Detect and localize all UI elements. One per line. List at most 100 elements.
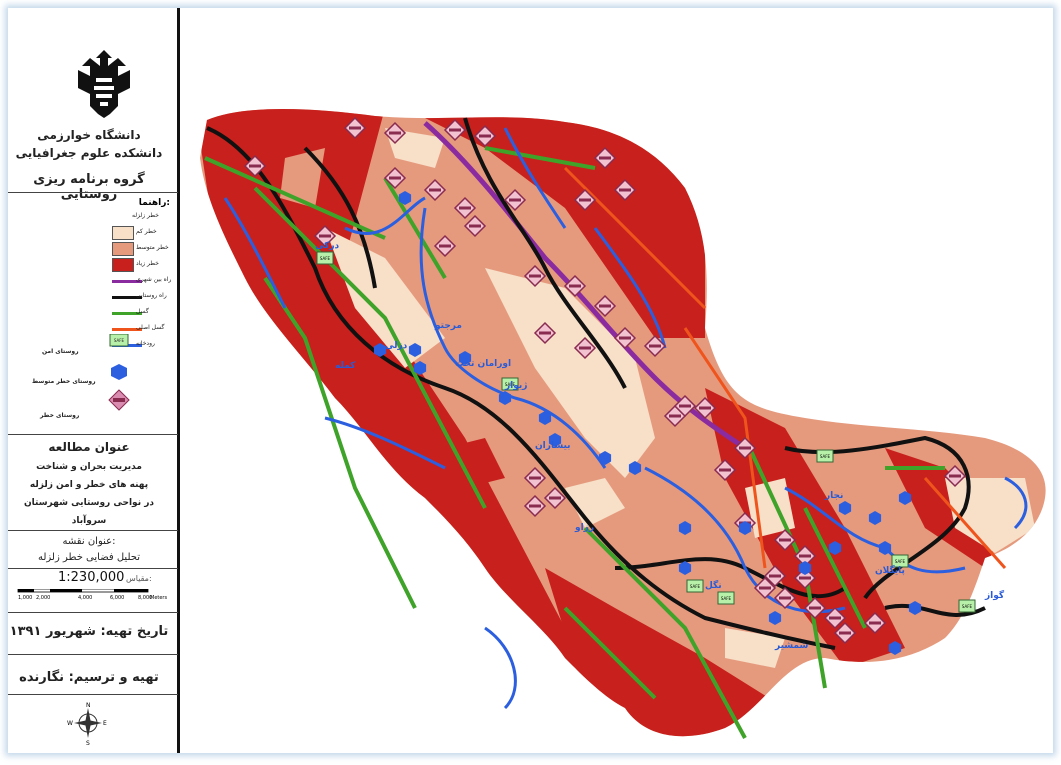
map-title-value: تحلیل فضایی خطر زلزله <box>38 552 140 563</box>
medium-village-marker[interactable] <box>908 601 922 615</box>
legend-label: خطر زلزله <box>132 212 159 219</box>
divider <box>8 530 178 531</box>
svg-text:SAFE: SAFE <box>962 604 973 609</box>
legend-line-swatch <box>112 328 142 331</box>
safe-village-marker[interactable]: SAFE <box>816 449 834 463</box>
place-label: گواز <box>984 589 1005 601</box>
place-label: بیساران <box>535 441 571 451</box>
svg-text:N: N <box>86 702 91 709</box>
danger-village-marker[interactable] <box>593 146 617 170</box>
danger-village-marker[interactable] <box>573 188 597 212</box>
place-label: نجار <box>824 491 843 501</box>
medium-village-marker[interactable] <box>838 501 852 515</box>
danger-village-marker[interactable] <box>523 466 547 490</box>
medium-village-marker[interactable] <box>398 191 412 205</box>
danger-village-marker[interactable] <box>503 188 527 212</box>
medium-village-marker[interactable] <box>768 611 782 625</box>
danger-village-marker[interactable] <box>563 274 587 298</box>
danger-village-marker[interactable] <box>793 566 817 590</box>
danger-village-marker[interactable] <box>343 116 367 140</box>
faculty-name: دانشکده علوم جغرافیایی <box>15 146 163 160</box>
danger-village-marker[interactable] <box>433 234 457 258</box>
legend-medium-label: روستای خطر متوسط <box>32 378 96 385</box>
medium-village-marker[interactable] <box>413 361 427 375</box>
danger-village-marker[interactable] <box>533 321 557 345</box>
medium-village-marker[interactable] <box>828 541 842 555</box>
legend-item: راه روستایی <box>8 290 173 304</box>
danger-village-marker[interactable] <box>693 396 717 420</box>
danger-village-marker[interactable] <box>243 154 267 178</box>
danger-village-marker[interactable] <box>733 436 757 460</box>
danger-village-marker[interactable] <box>383 121 407 145</box>
safe-village-marker[interactable]: SAFE <box>891 554 909 568</box>
danger-village-marker[interactable] <box>943 464 967 488</box>
danger-village-marker[interactable] <box>593 294 617 318</box>
scale-bar: 1,000 2,000 4,000 6,000 8,000 Meters <box>17 589 167 601</box>
danger-village-marker[interactable] <box>863 611 887 635</box>
medium-village-marker[interactable] <box>548 433 562 447</box>
place-label: شمشیر <box>774 641 808 651</box>
danger-village-marker[interactable] <box>473 124 497 148</box>
medium-village-marker[interactable] <box>738 521 752 535</box>
danger-village-marker[interactable] <box>613 326 637 350</box>
svg-text:SAFE: SAFE <box>690 584 701 589</box>
legend-danger-label: روستای خطر <box>40 412 80 419</box>
map-area[interactable]: SAFE SAFE SAFE SAFE SAFE SAFE SAFE مرجتو اورام… <box>185 8 1053 753</box>
medium-village-marker[interactable] <box>888 641 902 655</box>
main-fault-lines <box>563 166 1007 569</box>
danger-village-marker[interactable] <box>773 528 797 552</box>
danger-village-marker[interactable] <box>833 621 857 645</box>
medium-village-marker[interactable] <box>598 451 612 465</box>
danger-village-marker[interactable] <box>523 494 547 518</box>
danger-village-marker[interactable] <box>773 586 797 610</box>
danger-village-marker[interactable] <box>463 214 487 238</box>
study-line: در نواحی روستایی شهرستان <box>23 498 155 508</box>
medium-village-marker[interactable] <box>498 391 512 405</box>
safe-village-marker[interactable]: SAFE <box>958 599 976 613</box>
legend-line-swatch <box>112 280 142 283</box>
danger-village-marker[interactable] <box>523 264 547 288</box>
map-title-heading: عنوان نقشه: <box>62 536 116 547</box>
medium-village-marker[interactable] <box>373 343 387 357</box>
svg-text:SAFE: SAFE <box>895 559 906 564</box>
safe-village-marker[interactable]: SAFE <box>316 251 334 265</box>
medium-village-marker[interactable] <box>798 561 812 575</box>
danger-village-marker[interactable] <box>713 458 737 482</box>
scale-label: مقیاس: <box>126 574 152 583</box>
scale-tick: 2,000 <box>36 595 50 601</box>
danger-village-marker[interactable] <box>823 606 847 630</box>
scale-value: 1:230,000 <box>58 570 125 585</box>
danger-village-marker[interactable] <box>573 336 597 360</box>
north-arrow-icon: N S E W <box>67 702 107 746</box>
medium-village-marker[interactable] <box>678 521 692 535</box>
danger-village-marker[interactable] <box>643 334 667 358</box>
danger-village-marker[interactable] <box>613 178 637 202</box>
legend-item: راه بین شهری <box>8 274 173 288</box>
study-line: سروآباد <box>71 516 107 526</box>
medium-village-marker[interactable] <box>458 351 472 365</box>
legend-label: گسل <box>136 308 149 315</box>
danger-village-marker[interactable] <box>453 196 477 220</box>
danger-village-marker[interactable] <box>543 486 567 510</box>
medium-village-marker[interactable] <box>628 461 642 475</box>
danger-village-marker[interactable] <box>443 118 467 142</box>
medium-village-marker[interactable] <box>678 561 692 575</box>
danger-village-marker[interactable] <box>763 564 787 588</box>
scale-units: Meters <box>150 595 167 601</box>
danger-village-marker[interactable] <box>753 576 777 600</box>
danger-village-marker[interactable] <box>383 166 407 190</box>
danger-village-marker[interactable] <box>313 224 337 248</box>
medium-village-marker[interactable] <box>538 411 552 425</box>
medium-village-marker[interactable] <box>898 491 912 505</box>
safe-village-marker[interactable]: SAFE <box>501 377 519 391</box>
medium-village-marker[interactable] <box>408 343 422 357</box>
hazard-map[interactable]: SAFE SAFE SAFE SAFE SAFE SAFE SAFE مرجتو اورام… <box>185 8 1053 753</box>
danger-village-marker[interactable] <box>673 394 697 418</box>
safe-village-marker[interactable]: SAFE <box>717 591 735 605</box>
medium-village-marker[interactable] <box>868 511 882 525</box>
legend-item: خطر متوسط <box>8 242 173 256</box>
medium-village-marker[interactable] <box>878 541 892 555</box>
safe-village-marker[interactable]: SAFE <box>686 579 704 593</box>
danger-village-marker[interactable] <box>803 596 827 620</box>
danger-village-marker[interactable] <box>423 178 447 202</box>
